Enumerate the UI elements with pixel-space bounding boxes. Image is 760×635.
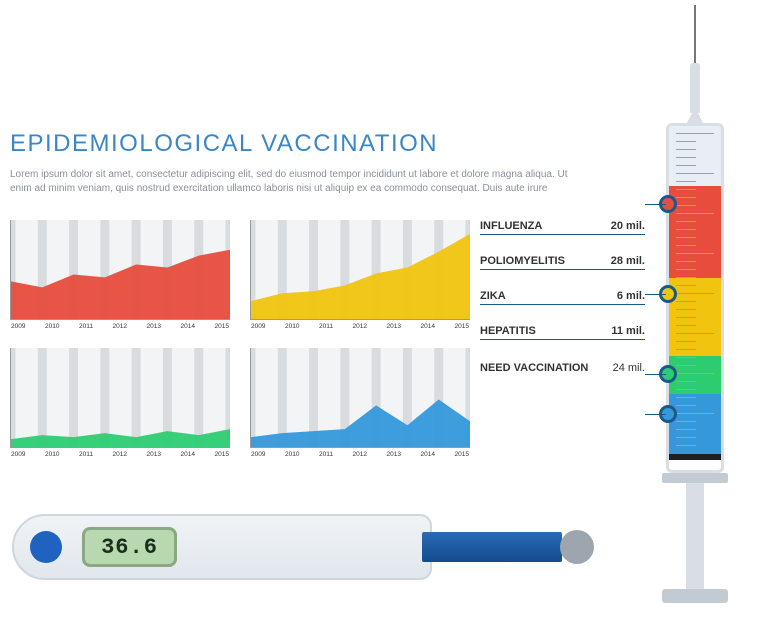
thermometer-stem (422, 532, 562, 562)
thermometer-bulb (30, 531, 62, 563)
syringe-graphic (650, 5, 740, 625)
plunger-shaft (686, 473, 704, 593)
xtick: 2009 (11, 323, 25, 330)
xtick: 2011 (79, 323, 93, 330)
thermometer-graphic: 36.6 (12, 508, 532, 586)
chart-poliomyelitis: 2009 2010 2011 2012 2013 2014 2015 (250, 220, 470, 330)
xtick: 2015 (215, 323, 229, 330)
syringe-legend: INFLUENZA 20 mil. POLIOMYELITIS 28 mil. ZIKA… (480, 220, 645, 374)
xtick: 2009 (251, 323, 265, 330)
legend-label: HEPATITIS (480, 325, 536, 337)
legend-value: 28 mil. (611, 255, 645, 267)
legend-connector-3 (645, 414, 666, 415)
charts-grid: 2009 2010 2011 2012 2013 2014 2015 2009 2010 2011… (10, 220, 470, 458)
xtick: 2014 (181, 451, 195, 458)
page-title: EPIDEMIOLOGICAL VACCINATION (10, 130, 438, 158)
chart-influenza: 2009 2010 2011 2012 2013 2014 2015 (10, 220, 230, 330)
legend-need-label: NEED VACCINATION (480, 362, 588, 374)
plunger-flange-top (662, 473, 728, 483)
xtick: 2010 (285, 323, 299, 330)
xtick: 2009 (11, 451, 25, 458)
xtick: 2011 (79, 451, 93, 458)
syringe-ticks (676, 133, 714, 463)
legend-value: 20 mil. (611, 220, 645, 232)
legend-row-poliomyelitis: POLIOMYELITIS 28 mil. (480, 255, 645, 270)
xtick: 2009 (251, 451, 265, 458)
xtick: 2014 (181, 323, 195, 330)
legend-need: NEED VACCINATION 24 mil. (480, 362, 645, 374)
needle-icon (694, 5, 696, 67)
xtick: 2012 (353, 323, 367, 330)
plunger-flange-bottom (662, 589, 728, 603)
xtick: 2012 (353, 451, 367, 458)
xtick: 2012 (113, 323, 127, 330)
xtick: 2010 (285, 451, 299, 458)
legend-label: POLIOMYELITIS (480, 255, 565, 267)
xtick: 2012 (113, 451, 127, 458)
legend-row-zika: ZIKA 6 mil. (480, 290, 645, 305)
xtick: 2015 (455, 451, 469, 458)
page-subtitle: Lorem ipsum dolor sit amet, consectetur … (10, 168, 580, 195)
xtick: 2013 (387, 451, 401, 458)
xtick: 2010 (45, 323, 59, 330)
legend-connector-2 (645, 374, 666, 375)
legend-label: ZIKA (480, 290, 506, 302)
xtick: 2011 (319, 451, 333, 458)
xtick: 2013 (147, 323, 161, 330)
legend-value: 11 mil. (611, 325, 645, 337)
xtick: 2013 (387, 323, 401, 330)
chart-hepatitis: 2009 2010 2011 2012 2013 2014 2015 (250, 348, 470, 458)
chart-zika: 2009 2010 2011 2012 2013 2014 2015 (10, 348, 230, 458)
legend-row-hepatitis: HEPATITIS 11 mil. (480, 325, 645, 340)
legend-connector-0 (645, 204, 666, 205)
thermometer-screen: 36.6 (82, 527, 177, 567)
legend-connector-1 (645, 294, 666, 295)
syringe-tip (690, 63, 700, 113)
infographic-root: EPIDEMIOLOGICAL VACCINATION Lorem ipsum … (0, 0, 760, 635)
legend-need-value: 24 mil. (613, 362, 645, 374)
xtick: 2010 (45, 451, 59, 458)
xtick: 2015 (455, 323, 469, 330)
thermometer-body (12, 514, 432, 580)
legend-row-influenza: INFLUENZA 20 mil. (480, 220, 645, 235)
thermometer-tip (560, 530, 594, 564)
xtick: 2011 (319, 323, 333, 330)
legend-label: INFLUENZA (480, 220, 542, 232)
xtick: 2014 (421, 323, 435, 330)
legend-value: 6 mil. (617, 290, 645, 302)
xtick: 2015 (215, 451, 229, 458)
xtick: 2014 (421, 451, 435, 458)
xtick: 2013 (147, 451, 161, 458)
